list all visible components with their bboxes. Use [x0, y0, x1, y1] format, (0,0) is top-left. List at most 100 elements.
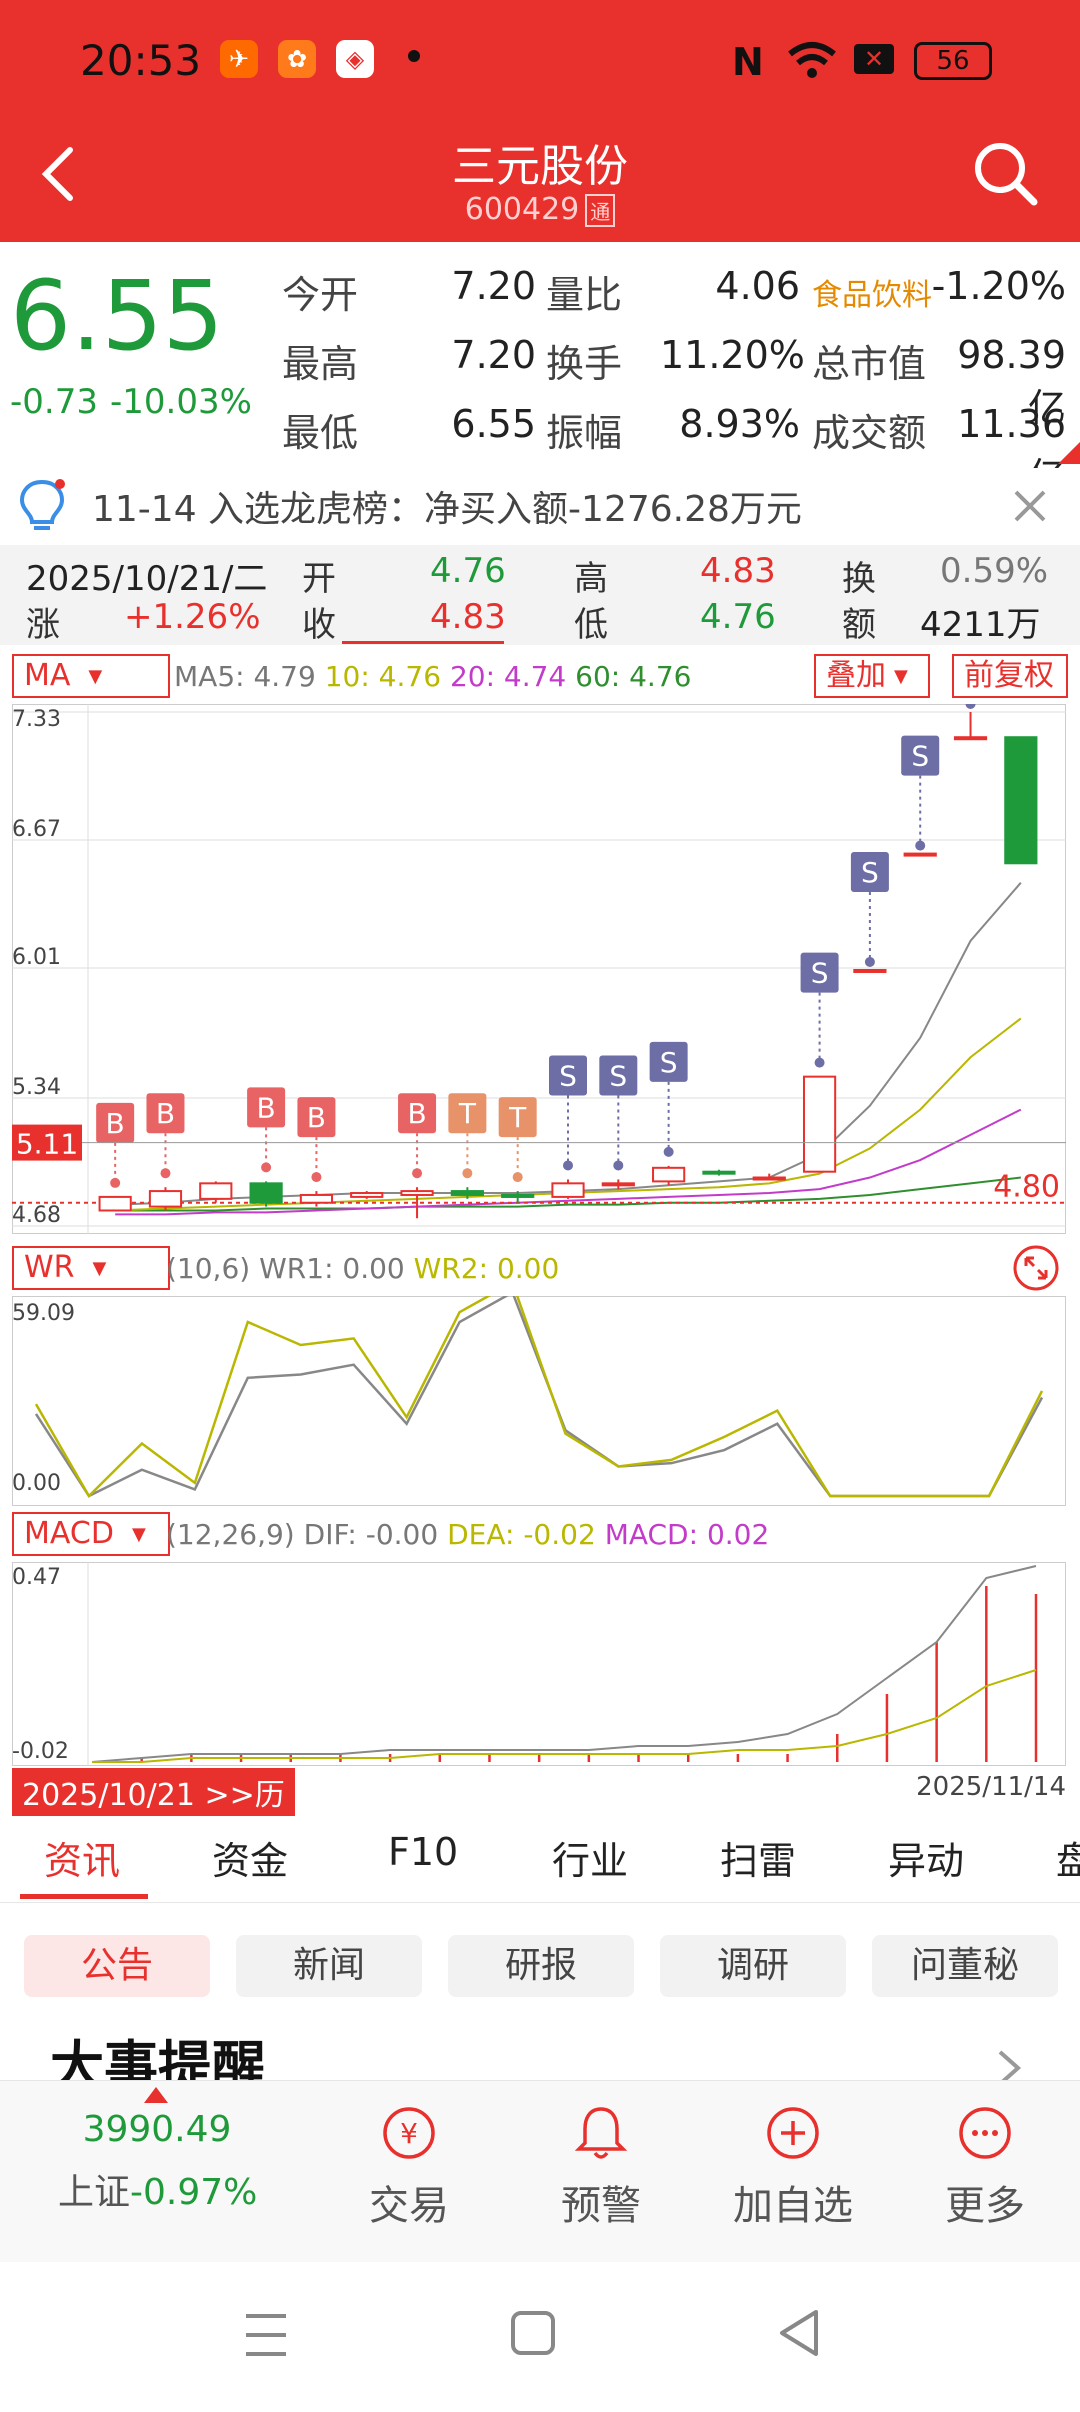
close-value: 4.83 — [430, 597, 506, 637]
candle-body — [148, 1190, 183, 1208]
index-name: 上证 — [58, 2172, 131, 2213]
dif-line — [91, 1565, 1037, 1763]
quote-v2-0: 4.06 — [715, 264, 800, 308]
index-up-arrow-icon — [144, 2087, 168, 2103]
notice-text: 11-14 入选龙虎榜：净买入额-1276.28万元 — [92, 489, 802, 530]
high-value: 4.83 — [700, 551, 776, 591]
dif-value: DIF: -0.00 — [303, 1518, 439, 1551]
candle-body — [652, 1166, 686, 1183]
quote-l3-0[interactable]: 食品饮料 — [812, 278, 932, 313]
subtab-4[interactable]: 问董秘 — [872, 1935, 1058, 1997]
notice-bar[interactable]: 11-14 入选龙虎榜：净买入额-1276.28万元 — [0, 468, 1080, 538]
tab-5[interactable]: 异动 — [888, 1839, 965, 1883]
tab-3[interactable]: 行业 — [552, 1839, 629, 1883]
candle-body — [702, 1170, 736, 1175]
chevron-down-icon: ▼ — [88, 665, 103, 687]
signal-off-icon: ✕ — [854, 44, 894, 74]
signal-label: B — [256, 1091, 275, 1124]
signal-label: B — [156, 1097, 175, 1130]
index-summary[interactable]: 上证-0.97% — [58, 2163, 257, 2215]
turnover-value: 0.59% — [940, 551, 1049, 591]
main-indicator-select[interactable]: MA ▼ — [12, 654, 170, 698]
signal-badge — [247, 1087, 286, 1128]
wr-params: (10,6) — [166, 1252, 251, 1285]
macd-chart[interactable]: 0.47 -0.02 — [12, 1562, 1066, 1766]
candle-body — [903, 852, 937, 857]
candle-body — [551, 1182, 585, 1198]
more-button[interactable]: 更多 — [900, 2105, 1070, 2231]
kline-tick-label: 4.68 — [12, 1203, 61, 1228]
quote-l2-2: 振幅 — [546, 411, 623, 455]
quote-l3-2: 成交额 — [812, 411, 927, 455]
change-label: 涨 — [26, 605, 60, 645]
stock-code: 600429 通 — [0, 192, 1080, 227]
tab-2[interactable]: F10 — [388, 1830, 459, 1874]
wr-indicator-select[interactable]: WR ▼ — [12, 1246, 170, 1290]
quote-l1-0: 今开 — [282, 273, 359, 317]
signal-badge — [549, 1055, 587, 1096]
back-icon[interactable] — [776, 2306, 822, 2360]
plus-circle-icon — [767, 2107, 819, 2159]
tab-6[interactable]: 盘 — [1056, 1839, 1080, 1883]
signal-badge — [498, 1097, 537, 1138]
chevron-right-icon[interactable] — [994, 2048, 1024, 2088]
alert-button[interactable]: 预警 — [516, 2105, 686, 2231]
dea-line — [92, 1669, 1037, 1763]
macd-indicator-select[interactable]: MACD ▼ — [12, 1512, 170, 1556]
signal-badge — [297, 1097, 336, 1138]
stock-connect-badge: 通 — [585, 194, 616, 227]
signal-label: B — [307, 1101, 326, 1134]
tab-0[interactable]: 资讯 — [44, 1839, 121, 1883]
signal-label: B — [407, 1097, 426, 1130]
amount-label: 额 — [842, 605, 876, 645]
subtab-1[interactable]: 新闻 — [236, 1935, 422, 1997]
quote-v2-2: 8.93% — [679, 402, 800, 446]
trade-button[interactable]: ¥ 交易 — [324, 2105, 494, 2231]
quote-l3-1: 总市值 — [812, 342, 927, 386]
bell-icon — [574, 2107, 628, 2159]
ma60-value: 60: 4.76 — [575, 660, 692, 693]
quote-l1-1: 最高 — [282, 342, 359, 386]
tab-1[interactable]: 资金 — [212, 1839, 289, 1883]
signal-badge — [901, 735, 940, 776]
subtab-3[interactable]: 调研 — [660, 1935, 846, 1997]
add-watch-button[interactable]: 加自选 — [708, 2105, 878, 2231]
subtab-0[interactable]: 公告 — [24, 1935, 210, 1997]
wr2-line — [34, 1296, 1044, 1499]
svg-text:¥: ¥ — [400, 2117, 418, 2150]
back-arrow-icon[interactable] — [38, 144, 78, 204]
close-icon[interactable] — [1010, 486, 1050, 526]
candle-body — [752, 1176, 786, 1181]
signal-badge — [398, 1093, 437, 1134]
wr-chart[interactable]: 59.09 0.00 — [12, 1296, 1066, 1506]
home-icon[interactable] — [510, 2310, 556, 2356]
app-header: 20:53 ✈ ✿ ◈ N ✕ 56 三元股份 600429 通 — [0, 0, 1080, 242]
quote-v1-1: 7.20 — [451, 333, 536, 377]
low-label: 低 — [574, 605, 608, 645]
change-value: +1.26% — [124, 597, 261, 637]
open-label: 开 — [302, 559, 336, 599]
search-icon[interactable] — [972, 140, 1040, 208]
candle-body — [400, 1190, 434, 1196]
subtab-2[interactable]: 研报 — [448, 1935, 634, 1997]
index-value[interactable]: 3990.49 — [82, 2109, 232, 2150]
kline-chart[interactable]: 7.336.676.015.344.684.80BBBBBTTSSSSSSS5.… — [12, 704, 1066, 1234]
active-tab-indicator — [20, 1894, 148, 1899]
status-time: 20:53 — [80, 36, 202, 85]
tab-4[interactable]: 扫雷 — [720, 1839, 797, 1883]
stock-code-text: 600429 — [464, 192, 580, 227]
overlay-select[interactable]: 叠加 ▼ — [814, 654, 930, 698]
signal-badge — [649, 1041, 688, 1082]
wr-indicator-label: WR — [24, 1250, 75, 1285]
quote-v3-1: 98.39亿 — [957, 333, 1066, 430]
macd-values: (12,26,9) DIF: -0.00 DEA: -0.02 MACD: 0.… — [166, 1518, 769, 1551]
wr-frame — [12, 1296, 1066, 1506]
date-start-button[interactable]: 2025/10/21 >>历 — [12, 1768, 295, 1816]
expand-icon[interactable] — [1012, 1244, 1060, 1292]
signal-dot — [412, 1168, 423, 1179]
menu-icon[interactable] — [244, 2310, 288, 2360]
quote-l2-1: 换手 — [546, 342, 623, 386]
signal-badge — [850, 851, 889, 892]
adjust-button[interactable]: 前复权 — [952, 654, 1068, 698]
tabs-divider — [0, 1902, 1080, 1903]
